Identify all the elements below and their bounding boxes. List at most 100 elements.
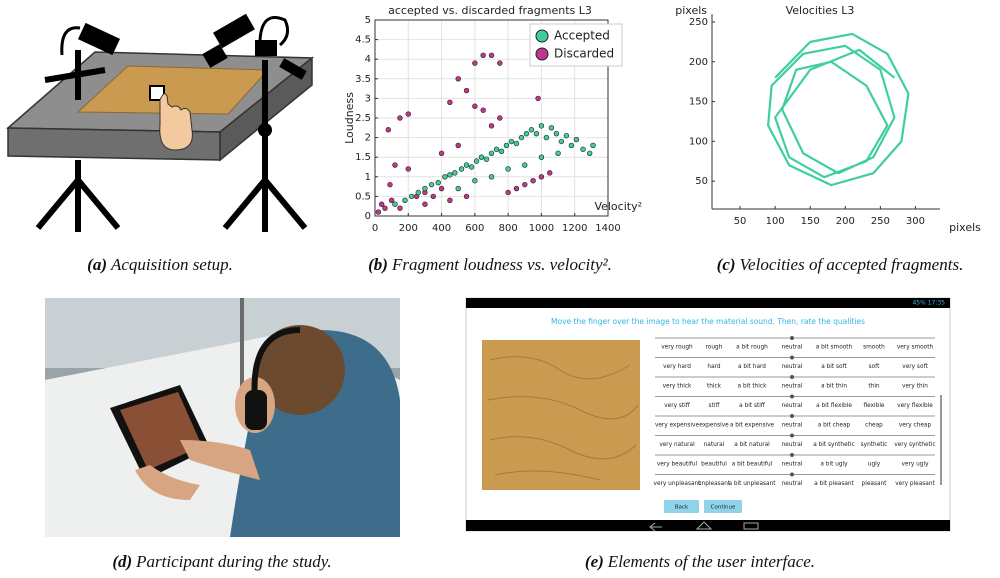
scatter-point [472, 178, 477, 183]
chart-title: accepted vs. discarded fragments L3 [388, 4, 592, 17]
rating-option: a bit natural [734, 442, 770, 448]
rating-option: unpleasant [698, 481, 731, 487]
caption-label: (d) [112, 552, 132, 571]
scatter-point [386, 127, 391, 132]
scatter-point [547, 170, 552, 175]
rating-option: neutral [782, 442, 803, 448]
rating-option: natural [704, 442, 725, 448]
scatter-point [549, 125, 554, 130]
slider-thumb[interactable] [790, 356, 794, 360]
rating-option: a bit hard [738, 364, 766, 370]
scatter-point [376, 210, 381, 215]
rating-option: pleasant [862, 481, 888, 487]
scatter-point [554, 131, 559, 136]
slider-thumb[interactable] [790, 395, 794, 399]
x-tick-label: 150 [801, 216, 820, 227]
rating-option: a bit beautiful [732, 462, 773, 468]
rating-option: very rough [661, 345, 693, 351]
scatter-point [497, 116, 502, 121]
x-tick-label: 200 [399, 223, 418, 234]
scatter-point [403, 198, 408, 203]
caption: (e)Elements of the user interface. [585, 552, 815, 572]
slider-thumb[interactable] [790, 336, 794, 340]
rating-option: smooth [863, 345, 885, 351]
rating-option: very cheap [899, 423, 932, 429]
participant-photo [45, 298, 400, 537]
caption-text: Participant during the study. [136, 552, 332, 571]
scatter-point [472, 61, 477, 66]
rating-option: neutral [782, 462, 803, 468]
slider-thumb[interactable] [790, 375, 794, 379]
caption: (b)Fragment loudness vs. velocity². [368, 255, 612, 275]
scatter-point [489, 53, 494, 58]
status-bar-text: 45% 17:35 [912, 300, 945, 307]
scatter-point [494, 147, 499, 152]
rating-option: a bit soft [821, 364, 847, 370]
scatter-point [536, 96, 541, 101]
y-tick-label: 0.5 [355, 191, 371, 202]
y-axis-label: Loudness [343, 92, 356, 144]
y-tick-label: 100 [689, 136, 708, 147]
scatter-point [389, 198, 394, 203]
button-label[interactable]: Back [675, 505, 689, 511]
scatter-point [439, 151, 444, 156]
scatter-point [393, 202, 398, 207]
scatter-point [499, 149, 504, 154]
scatter-point [443, 174, 448, 179]
scatter-point [581, 147, 586, 152]
scatter-point [509, 139, 514, 144]
scatter-point [556, 151, 561, 156]
rating-option: very soft [902, 364, 928, 370]
slider-thumb[interactable] [790, 434, 794, 438]
scatter-point [406, 167, 411, 172]
y-tick-label: 150 [689, 97, 708, 108]
rating-option: ugly [868, 462, 881, 468]
scatter-point [569, 143, 574, 148]
legend-swatch [536, 30, 548, 42]
rating-option: a bit smooth [816, 345, 853, 351]
figure-canvas: 00.511.522.533.544.550200400600800100012… [0, 0, 1000, 578]
rating-option: very beautiful [657, 462, 698, 468]
rating-option: a bit stiff [739, 403, 766, 409]
rating-option: expensive [699, 423, 729, 429]
velocity-line [768, 34, 908, 185]
scatter-point [539, 123, 544, 128]
caption-label: (c) [717, 255, 736, 274]
scatter-point [479, 155, 484, 160]
y-axis-label: pixels [675, 4, 707, 17]
rating-option: very expensive [655, 423, 700, 429]
rating-option: very flexible [897, 403, 933, 409]
scatter-point [531, 178, 536, 183]
rating-option: very ugly [901, 462, 929, 468]
x-tick-label: 1000 [529, 223, 554, 234]
button-label[interactable]: Continue [711, 505, 736, 511]
y-tick-label: 2 [365, 133, 371, 144]
rating-option: very synthetic [894, 442, 935, 448]
rating-option: a bit rough [736, 345, 768, 351]
rating-option: hard [707, 364, 721, 370]
x-tick-label: 800 [499, 223, 518, 234]
scatter-point [489, 123, 494, 128]
x-tick-label: 200 [836, 216, 855, 227]
legend-swatch [536, 48, 548, 60]
rating-option: a bit flexible [816, 403, 852, 409]
y-tick-label: 200 [689, 57, 708, 68]
rating-option: cheap [865, 423, 883, 429]
x-tick-label: 400 [432, 223, 451, 234]
rating-option: stiff [709, 403, 721, 409]
slider-thumb[interactable] [790, 453, 794, 457]
scatter-point [529, 127, 534, 132]
rating-option: neutral [782, 481, 803, 487]
slider-thumb[interactable] [790, 414, 794, 418]
scatter-point [559, 139, 564, 144]
scatter-point [514, 141, 519, 146]
slider-thumb[interactable] [790, 473, 794, 477]
rating-option: very pleasant [895, 481, 935, 487]
scatter-point [447, 172, 452, 177]
rating-option: a bit thin [821, 384, 847, 390]
rating-option: very unpleasant [654, 481, 702, 487]
figure: 00.511.522.533.544.550200400600800100012… [0, 0, 1000, 578]
rating-option: rough [706, 345, 723, 351]
y-tick-label: 4.5 [355, 35, 371, 46]
caption-text: Fragment loudness vs. velocity². [392, 255, 612, 274]
